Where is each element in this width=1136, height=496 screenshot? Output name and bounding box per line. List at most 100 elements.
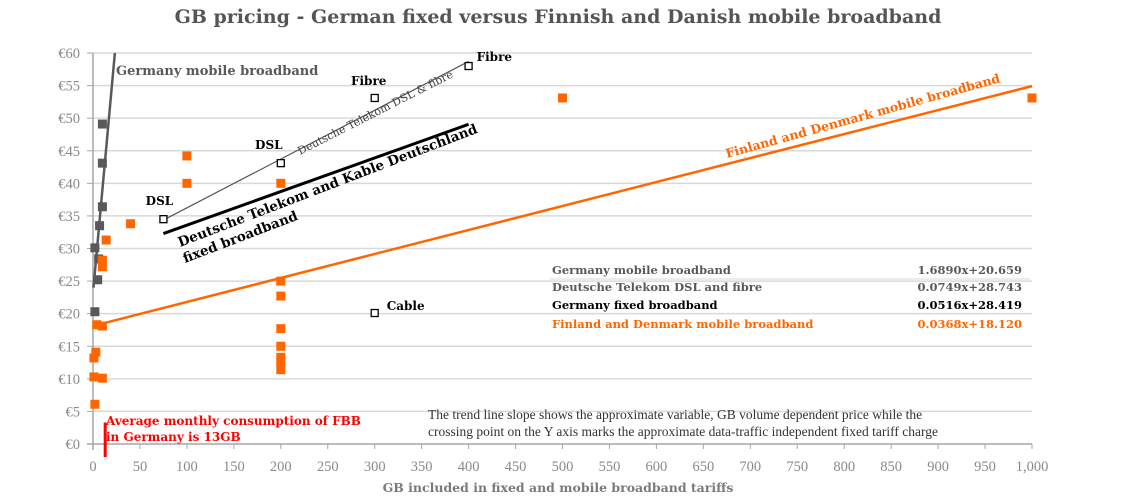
fin-den-mobile-point	[276, 357, 286, 367]
germany-mobile-point	[97, 202, 107, 212]
point-label: DSL	[255, 138, 283, 152]
dt-point	[370, 93, 379, 103]
data-points	[89, 61, 1037, 409]
fin-den-mobile-point	[182, 178, 192, 188]
trendline-fin-den-mobile	[92, 84, 1033, 328]
fin-den-mobile-point	[97, 321, 107, 331]
fin-den-mobile-point	[276, 341, 286, 351]
fin-den-mobile-point	[97, 255, 107, 265]
fin-den-mobile-point	[276, 276, 286, 286]
fin-den-mobile-point	[90, 399, 100, 409]
x-tick-label: 900	[927, 459, 949, 475]
y-tick-label: €50	[58, 111, 80, 127]
x-tick-label: 600	[646, 459, 668, 475]
note-line-2: crossing point on the Y axis marks the a…	[428, 424, 938, 439]
fin-den-mobile-point	[91, 347, 101, 357]
y-tick-label: €30	[58, 242, 80, 258]
y-tick-label: €20	[58, 307, 80, 323]
y-tick-label: €25	[58, 274, 80, 290]
fin-den-mobile-point	[92, 320, 102, 330]
note-line-1: The trend line slope shows the approxima…	[428, 407, 922, 422]
point-label: DSL	[146, 194, 174, 208]
germany-mobile-point	[93, 275, 103, 285]
x-tick-label: 50	[133, 459, 148, 475]
legend-label-1: Deutsche Telekom DSL and fibre	[552, 280, 762, 294]
avg-consumption-label-2: in Germany is 13GB	[106, 430, 241, 444]
legend-label-3: Finland and Denmark mobile broadband	[552, 317, 813, 331]
y-tick-label: €15	[58, 339, 80, 355]
trendline-germany-fixed	[162, 122, 470, 235]
x-tick-label: 450	[505, 459, 527, 475]
chart-title: GB pricing - German fixed versus Finnish…	[175, 6, 942, 28]
fin-den-mobile-point	[276, 291, 286, 301]
fin-den-mobile-point	[89, 372, 99, 382]
y-tick-label: €40	[58, 176, 80, 192]
point-label: Fibre	[351, 74, 387, 88]
x-tick-label: 100	[176, 459, 198, 475]
point-label: Fibre	[477, 50, 513, 64]
fin-den-mobile-point	[97, 373, 107, 383]
avg-consumption-label-1: Average monthly consumption of FBB	[105, 414, 361, 428]
fin-den-mobile-point	[1027, 93, 1037, 103]
y-tick-label: €0	[66, 437, 81, 453]
trendline-germany-mobile	[92, 52, 117, 288]
x-tick-label: 200	[270, 459, 292, 475]
x-tick-label: 850	[880, 459, 902, 475]
y-tick-label: €35	[58, 209, 80, 225]
germany-mobile-point	[90, 243, 100, 253]
fin-den-mobile-point	[558, 93, 567, 103]
fin-den-mobile-point	[89, 353, 99, 363]
legend-label-2: Germany fixed broadband	[552, 298, 718, 312]
gridlines	[93, 52, 1032, 413]
y-tick-label: €45	[58, 144, 80, 160]
dt-point	[370, 308, 379, 318]
fin-den-mobile-point	[276, 352, 286, 362]
x-tick-label: 950	[974, 459, 996, 475]
y-tick-label: €10	[58, 372, 80, 388]
x-tick-label: 800	[833, 459, 855, 475]
point-label: Cable	[387, 299, 425, 313]
fin-den-mobile-point	[101, 235, 111, 245]
legend-eq-0: 1.6890x+20.659	[917, 263, 1022, 277]
y-tick-label: €5	[66, 404, 81, 420]
legend-eq-3: 0.0368x+18.120	[917, 317, 1022, 331]
y-tick-labels: €0 €5 €10 €15 €20 €25 €30 €35 €40 €45 €50 €55 €60	[58, 46, 80, 453]
fin-den-mobile-point	[126, 219, 136, 229]
equation-legend: Germany mobile broadband 1.6890x+20.659 …	[550, 263, 1030, 331]
x-tick-label: 300	[364, 459, 386, 475]
trendline-label-fin-den-mobile: Finland and Denmark mobile broadband	[724, 70, 1002, 160]
x-tick-labels: 0 50 100 150 200 250 300 350 400 450 500 550 600 650 7…	[89, 459, 1048, 475]
germany-mobile-point	[95, 221, 105, 231]
fin-den-mobile-point	[276, 324, 286, 334]
legend-eq-1: 0.0749x+28.743	[917, 280, 1022, 294]
x-tick-label: 550	[599, 459, 621, 475]
x-axis-title: GB included in fixed and mobile broadban…	[383, 480, 734, 495]
dt-point	[159, 215, 168, 224]
x-tick-label: 350	[411, 459, 433, 475]
x-tick-label: 650	[692, 459, 714, 475]
trendline-label-germany-mobile: Germany mobile broadband	[116, 64, 318, 79]
x-tick-label: 500	[552, 459, 574, 475]
x-tick-label: 400	[458, 459, 480, 475]
trendline-dt-dsl-fibre	[163, 60, 469, 221]
germany-mobile-point	[90, 307, 100, 317]
legend-eq-2: 0.0516x+28.419	[917, 298, 1022, 312]
x-tick-label: 750	[786, 459, 808, 475]
x-tick-label: 150	[223, 459, 245, 475]
fin-den-mobile-point	[182, 151, 192, 161]
y-tick-label: €55	[58, 79, 80, 95]
x-tick-label: 0	[89, 459, 96, 475]
germany-mobile-point	[97, 119, 107, 129]
dt-point	[464, 61, 473, 71]
x-tick-label: 250	[317, 459, 339, 475]
fin-den-mobile-point	[276, 178, 286, 188]
fin-den-mobile-point	[276, 365, 286, 375]
x-tick-label: 700	[739, 459, 761, 475]
fin-den-mobile-point	[97, 262, 107, 272]
y-tick-label: €60	[58, 46, 80, 62]
germany-mobile-point	[97, 158, 107, 168]
dt-point	[276, 158, 285, 168]
x-tick-label: 1,000	[1016, 459, 1049, 475]
legend-label-0: Germany mobile broadband	[552, 263, 731, 277]
